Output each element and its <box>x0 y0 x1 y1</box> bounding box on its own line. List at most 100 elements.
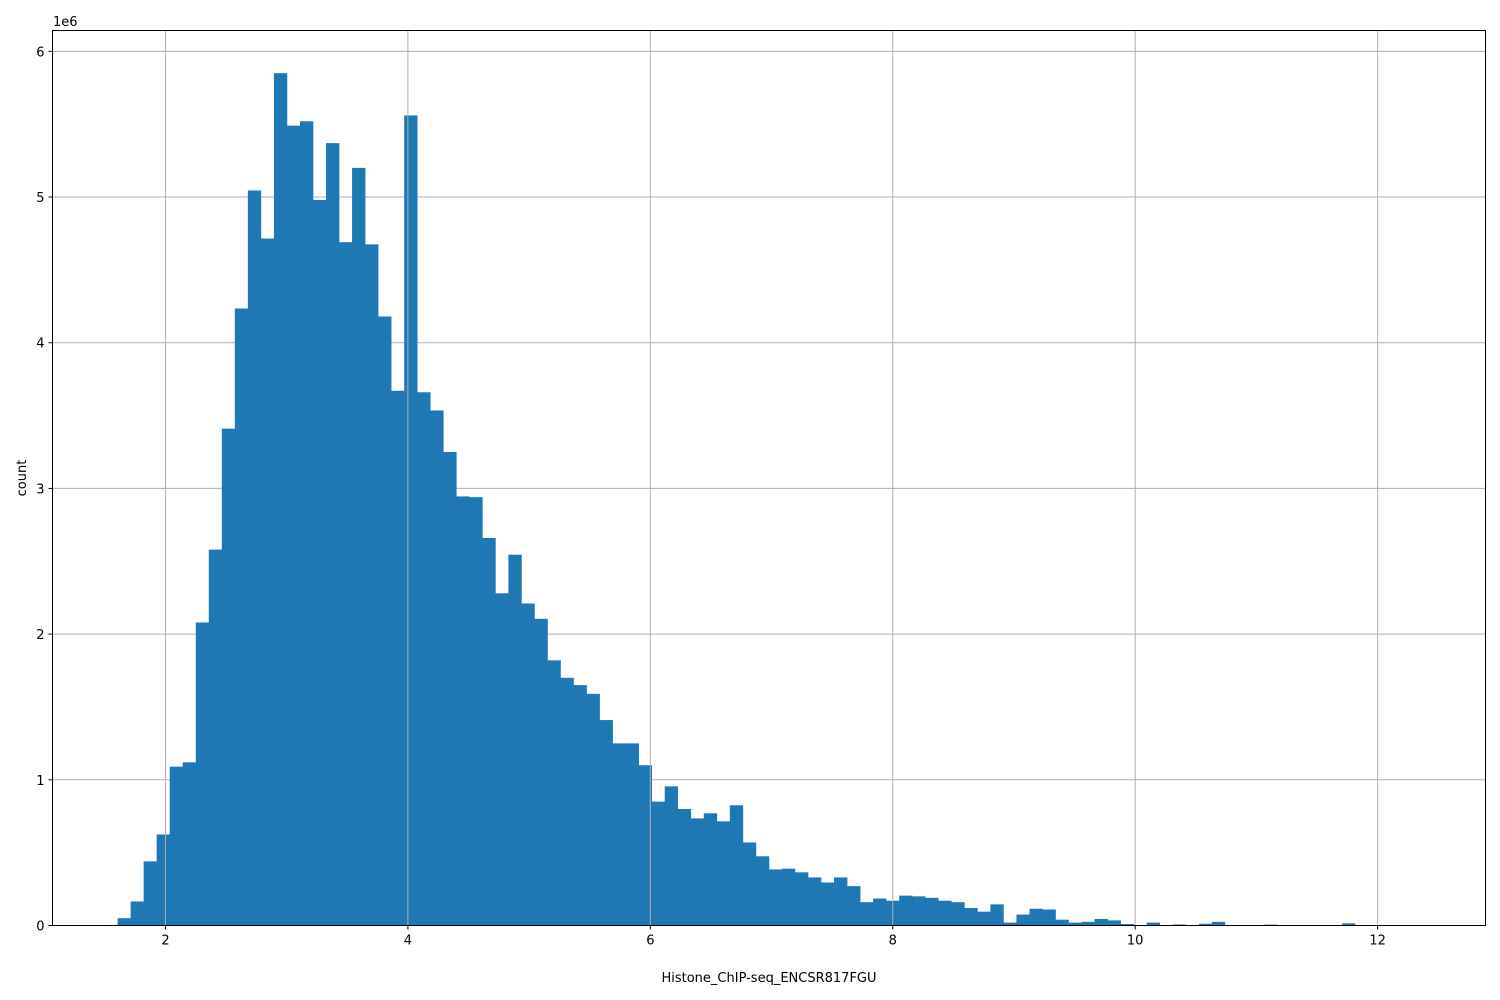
histogram-bar <box>182 762 197 926</box>
y-tick-label: 1 <box>36 774 44 789</box>
histogram-bar <box>1211 921 1226 926</box>
histogram-bar <box>873 898 887 926</box>
y-tick-label: 0 <box>36 920 44 935</box>
histogram-bar <box>755 856 770 926</box>
histogram-bar <box>495 593 509 926</box>
histogram-bar <box>1094 918 1108 926</box>
histogram-bar <box>208 549 223 926</box>
histogram-bar <box>482 537 496 926</box>
histogram-bar <box>860 902 874 926</box>
histogram-bar <box>560 677 574 926</box>
x-tick-label: 6 <box>646 934 654 949</box>
histogram-bar <box>1172 924 1187 926</box>
x-tick-label: 8 <box>889 934 897 949</box>
histogram-bar <box>312 199 327 926</box>
histogram-bar <box>1055 919 1069 926</box>
histogram-bar <box>260 238 275 926</box>
histogram-bar <box>1042 909 1056 926</box>
histogram-bar <box>938 900 952 926</box>
axes-frame <box>52 30 1486 926</box>
histogram-bar <box>781 868 796 926</box>
histogram-bar <box>664 786 679 926</box>
histogram-bar <box>794 872 809 926</box>
histogram-bar <box>834 877 848 926</box>
histogram-bar <box>534 618 548 926</box>
histogram-bar <box>299 121 314 926</box>
histogram-bar <box>690 818 705 926</box>
histogram-bar <box>1342 923 1356 926</box>
histogram-bar <box>612 743 626 926</box>
histogram-bar <box>716 821 731 926</box>
y-tick-label: 5 <box>36 191 44 206</box>
histogram-bar <box>443 451 457 926</box>
histogram-bar <box>951 902 965 926</box>
grid-overlay <box>164 30 1379 926</box>
histogram-bar <box>703 813 718 926</box>
x-tick-label: 2 <box>161 934 169 949</box>
histogram-bar <box>1081 921 1095 926</box>
histogram-bar <box>352 167 366 926</box>
histogram-bar <box>586 693 600 926</box>
y-axis-ticks: 0 1 2 3 4 5 6 <box>36 45 53 935</box>
x-axis-label: Histone_ChIP-seq_ENCSR817FGU <box>661 971 876 986</box>
histogram-bar <box>977 911 991 926</box>
histogram-bar <box>404 115 418 926</box>
histogram-bar <box>1029 908 1043 926</box>
histogram-bar <box>1016 914 1030 926</box>
histogram-bar <box>1107 920 1121 926</box>
histogram-bar <box>169 766 184 926</box>
histogram-bar <box>925 897 939 926</box>
histogram-bar <box>547 660 561 926</box>
histogram-bar <box>247 190 262 926</box>
histogram-bar <box>1146 922 1161 926</box>
histogram-bar <box>221 428 236 926</box>
y-tick-label: 2 <box>36 628 44 643</box>
y-offset-label: 1e6 <box>53 15 78 30</box>
bars <box>117 73 1356 926</box>
x-tick-label: 12 <box>1369 934 1386 949</box>
histogram-bar <box>808 877 822 926</box>
histogram-bar <box>742 842 757 926</box>
histogram-bar <box>729 805 744 926</box>
histogram-bar <box>195 622 210 926</box>
histogram-bar <box>508 554 522 926</box>
x-axis-ticks: 2 4 6 8 10 12 <box>161 925 1386 949</box>
histogram-bar <box>326 143 340 926</box>
histogram-bar <box>847 886 861 926</box>
histogram-bar <box>130 901 144 926</box>
histogram-bar <box>821 882 835 926</box>
histogram-bar <box>625 743 639 926</box>
histogram-bar <box>391 390 405 926</box>
histogram-bar <box>469 497 483 926</box>
histogram-bar <box>1120 924 1134 926</box>
histogram-bar <box>378 316 392 926</box>
histogram-bar <box>417 392 431 926</box>
histogram-bar <box>339 242 353 926</box>
histogram-bar <box>599 720 613 926</box>
histogram-bar <box>638 765 652 926</box>
histogram-bar <box>768 869 783 926</box>
x-tick-label: 10 <box>1127 934 1144 949</box>
histogram-bar <box>899 895 913 926</box>
histogram-bar <box>117 918 131 926</box>
histogram-bar <box>1198 923 1213 926</box>
histogram-bar <box>990 904 1004 926</box>
histogram-bar <box>365 244 379 926</box>
histogram-bar <box>143 861 157 926</box>
histogram-bar <box>964 908 978 926</box>
histogram-bar <box>456 496 470 926</box>
histogram-bar <box>1003 922 1017 926</box>
histogram-bar <box>573 685 587 926</box>
histogram-bar <box>430 410 444 926</box>
y-tick-label: 3 <box>36 482 44 497</box>
y-tick-label: 4 <box>36 337 44 352</box>
histogram-bar <box>234 308 249 926</box>
histogram-bar <box>912 896 926 926</box>
y-axis-label: count <box>15 460 30 497</box>
x-tick-label: 4 <box>404 934 412 949</box>
histogram-bar <box>156 834 171 926</box>
histogram-bar <box>651 801 666 926</box>
histogram-bar <box>273 73 288 926</box>
histogram-bar <box>286 125 301 926</box>
